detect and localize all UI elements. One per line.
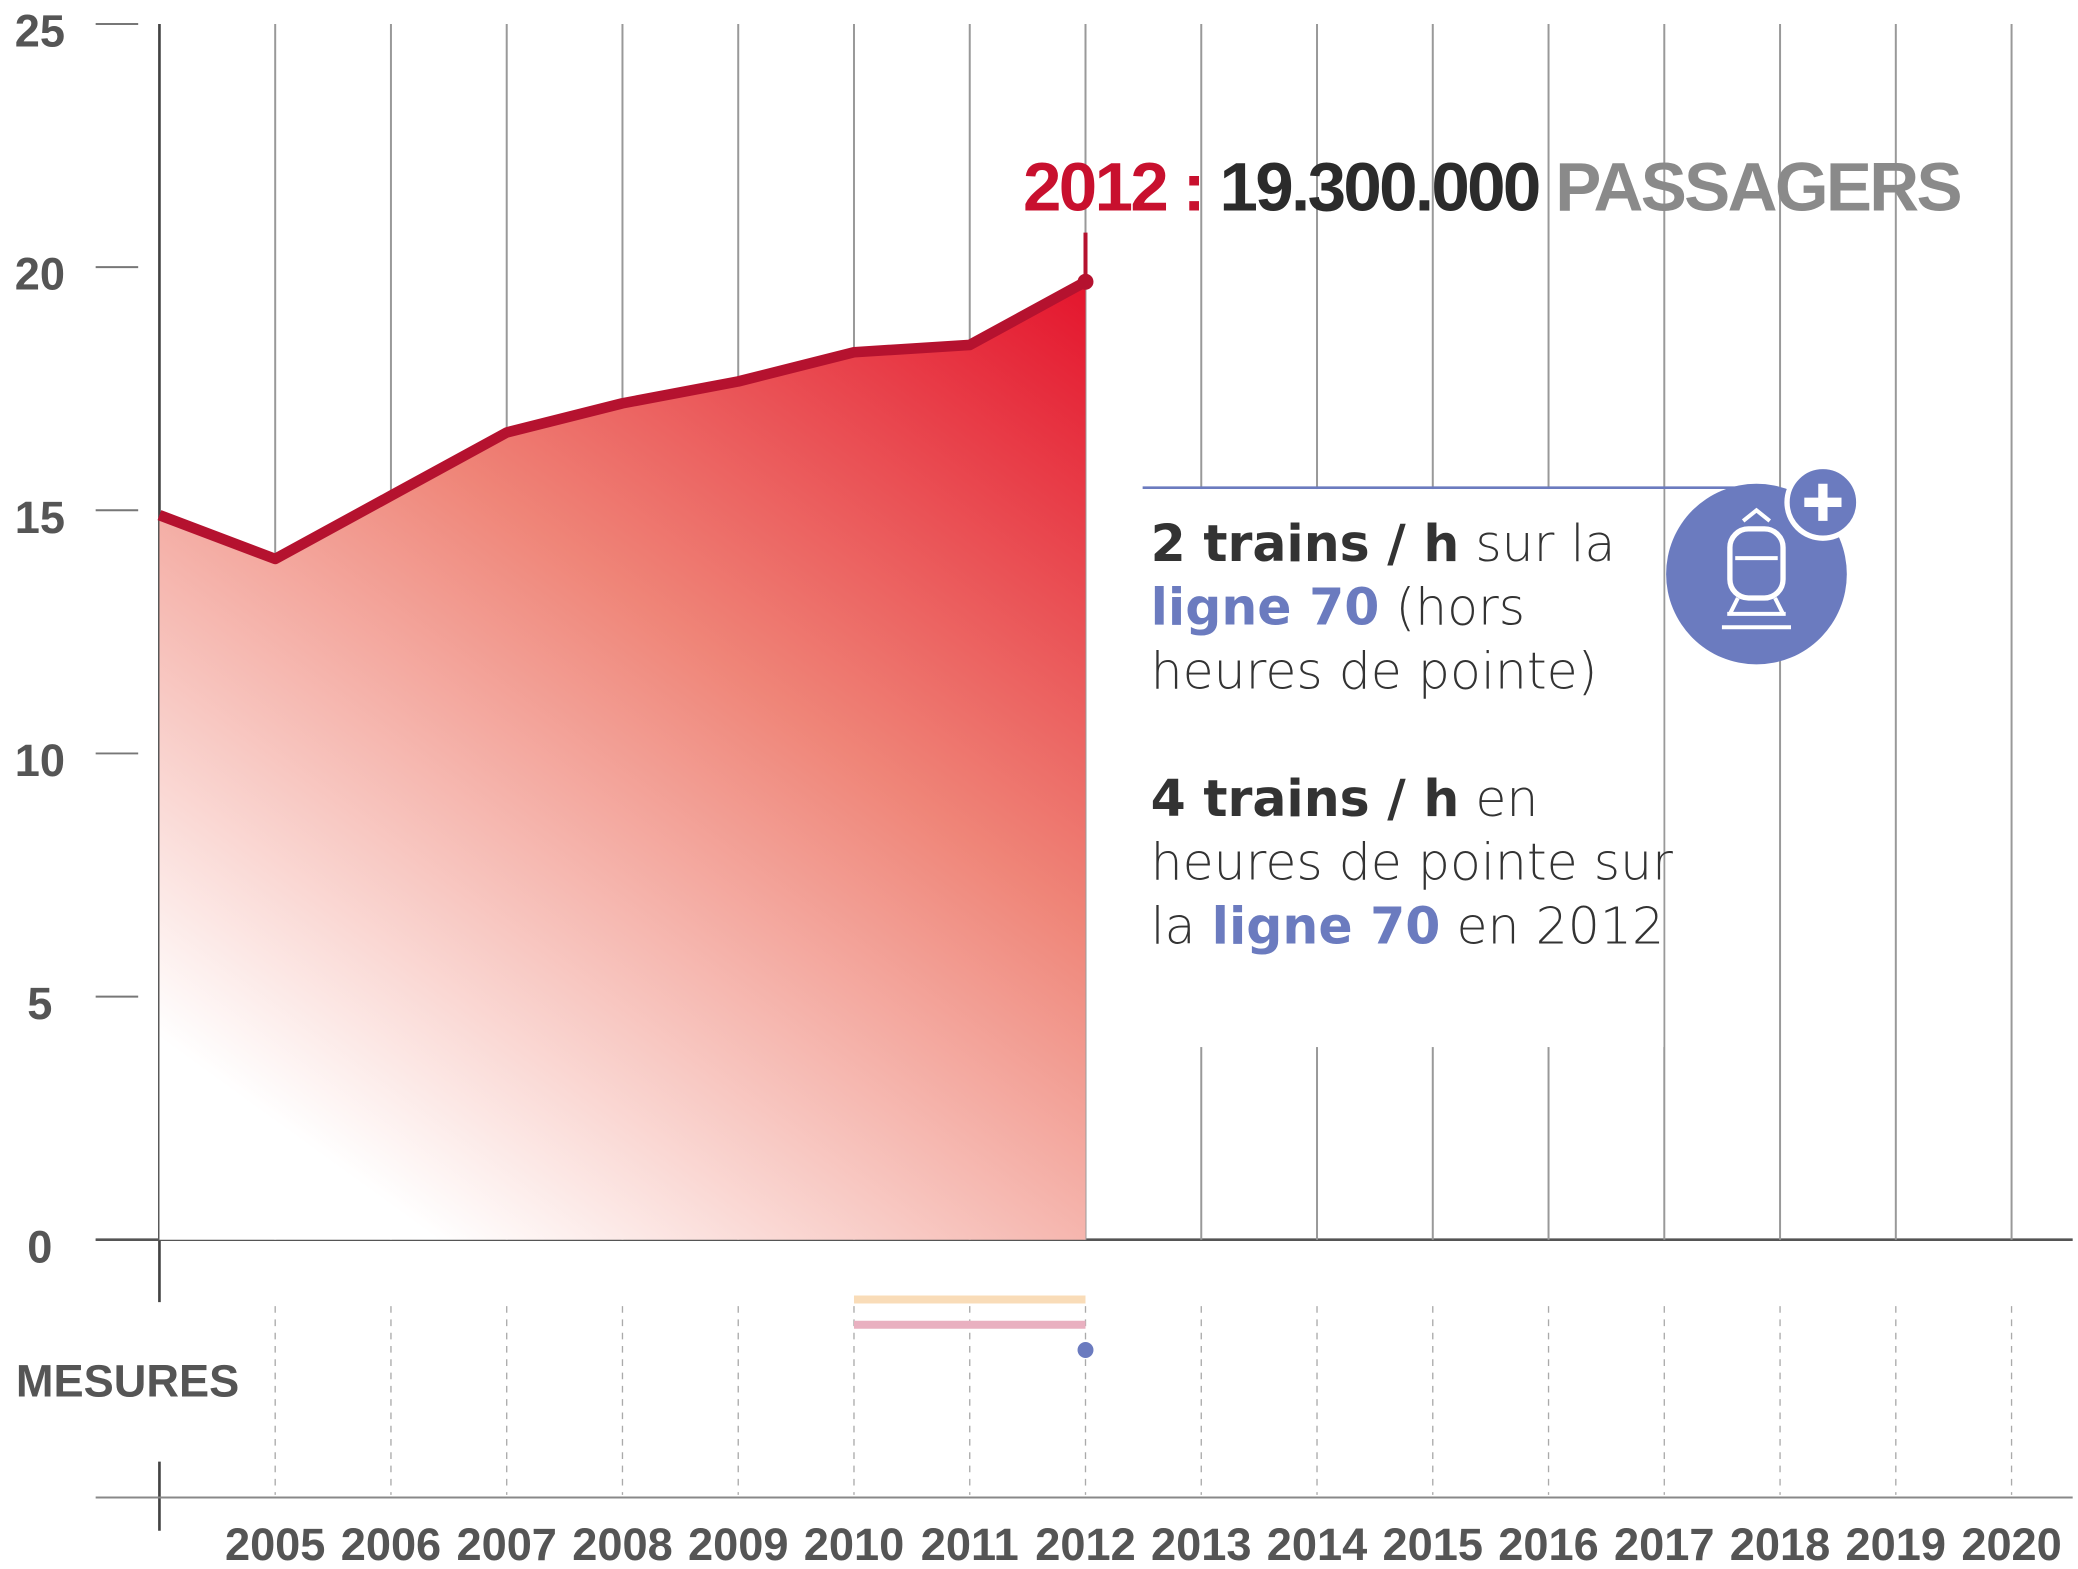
x-tick-label: 2012	[1035, 1519, 1135, 1564]
x-tick-label: 2009	[688, 1519, 788, 1564]
y-tick-label: 5	[27, 978, 52, 1029]
x-tick-label: 2015	[1383, 1519, 1483, 1564]
annotation-value: 19.300.000	[1220, 148, 1539, 226]
end-point	[1077, 273, 1094, 290]
y-tick-label: 20	[15, 249, 65, 300]
info-text: (hors heures de pointe)	[1150, 578, 1598, 701]
x-tick-label: 2006	[341, 1519, 441, 1564]
x-tick-label: 2014	[1267, 1519, 1367, 1564]
info-text: en heures de pointe sur la	[1150, 769, 1673, 956]
x-tick-label: 2005	[225, 1519, 325, 1564]
x-tick-label: 2018	[1730, 1519, 1830, 1564]
x-tick-label: 2010	[804, 1519, 904, 1564]
info-bold: 4 trains / h	[1150, 769, 1460, 828]
y-tick-label: 0	[27, 1221, 52, 1272]
line	[157, 277, 1089, 565]
x-tick-label: 2007	[456, 1519, 556, 1564]
info-text: 2 trains / h sur la ligne 70 (hors heure…	[1151, 512, 1682, 958]
info-box	[1118, 489, 1664, 1048]
x-tick-label: 2008	[572, 1519, 672, 1564]
info-bold: 2 trains / h	[1150, 514, 1460, 573]
info-text: en 2012	[1456, 896, 1665, 956]
info-text: sur la	[1475, 514, 1616, 573]
measure-point	[1077, 1342, 1094, 1358]
x-tick-label: 2019	[1846, 1519, 1946, 1564]
x-tick-label: 2013	[1151, 1519, 1251, 1564]
annotation-year: 2012 :	[1023, 148, 1203, 226]
y-tick-label: 10	[15, 735, 65, 786]
x-tick-label: 2011	[921, 1519, 1019, 1564]
measures-label: MESURES	[16, 1355, 239, 1406]
info-line: ligne 70	[1150, 578, 1380, 637]
x-tick-label: 2020	[1961, 1519, 2061, 1564]
info-line: ligne 70	[1211, 896, 1441, 956]
area	[159, 281, 1086, 1240]
x-tick-label: 2017	[1614, 1519, 1714, 1564]
y-tick-label: 15	[15, 492, 65, 543]
x-tick-label: 2016	[1498, 1519, 1598, 1564]
y-tick-label: 25	[15, 6, 65, 57]
info-block: 2 trains / h sur la ligne 70 (hors heure…	[1151, 512, 1682, 958]
annotation: 2012 : 19.300.000 PASSAGERS	[1023, 148, 1960, 226]
annotation-unit: PASSAGERS	[1555, 148, 1960, 226]
train-icon	[1666, 463, 1862, 665]
